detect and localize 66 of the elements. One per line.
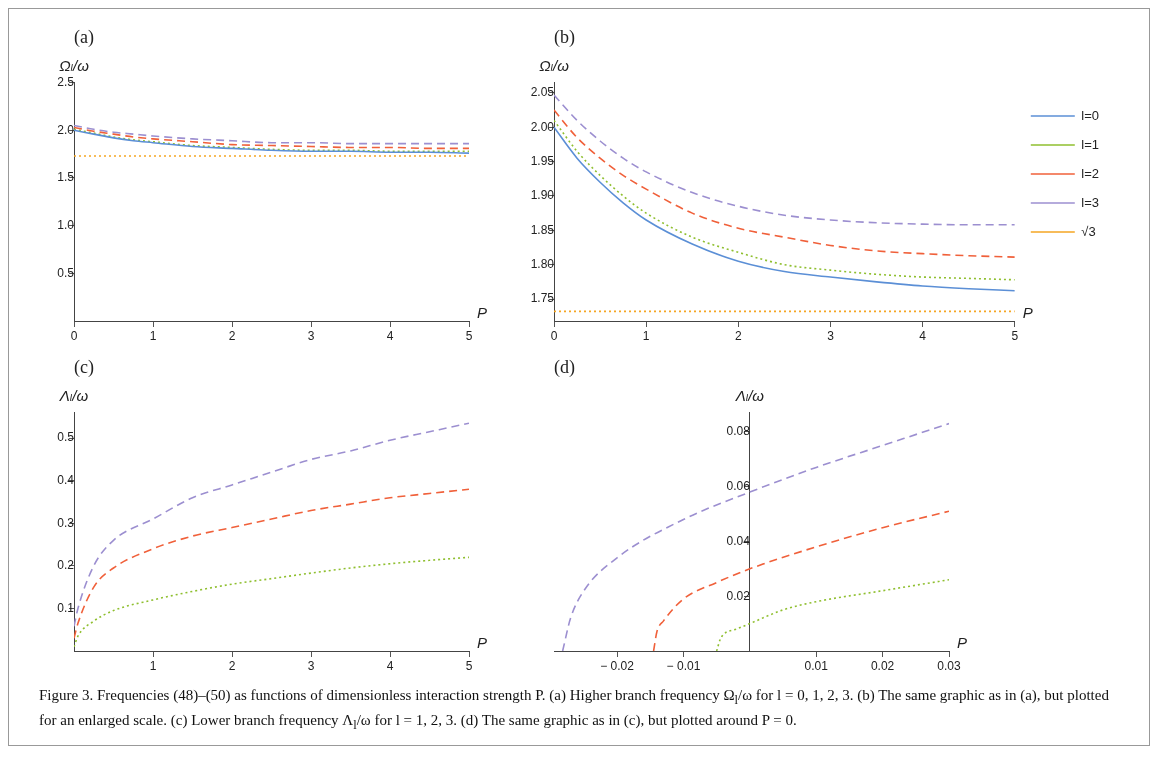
x-axis-title: P — [477, 303, 488, 321]
legend-label: l=2 — [1081, 165, 1100, 181]
y-tick-label: 0.5 — [57, 265, 75, 280]
legend-label: l=1 — [1081, 136, 1100, 152]
y-tick-label: 1.90 — [530, 188, 555, 203]
y-tick-label: 1.0 — [57, 217, 75, 232]
y-tick-label: 1.5 — [57, 170, 75, 185]
x-tick-label: 3 — [827, 328, 835, 343]
line-series — [74, 488, 469, 640]
x-tick-label: 1 — [149, 658, 157, 673]
x-tick-label: 1 — [642, 328, 650, 343]
line-series — [715, 578, 949, 651]
line-series — [74, 422, 469, 628]
x-tick-label: 0 — [70, 328, 78, 343]
line-series — [554, 94, 1015, 226]
x-tick-label: 4 — [386, 658, 394, 673]
y-tick-label: 0.2 — [57, 558, 75, 573]
legend-label: l=0 — [1081, 107, 1100, 123]
line-series — [561, 422, 949, 651]
x-tick-label: 2 — [228, 658, 236, 673]
y-axis-title: Ωₗ/ω — [539, 57, 570, 75]
x-tick-label: 0.01 — [804, 658, 829, 673]
chart-title: (c) — [74, 356, 94, 378]
y-tick-label: 1.95 — [530, 153, 555, 168]
x-tick-label: 0 — [550, 328, 558, 343]
y-tick-label: 1.85 — [530, 222, 555, 237]
x-tick-label: 2 — [734, 328, 742, 343]
y-tick-label: 1.80 — [530, 256, 555, 271]
x-axis-title: P — [957, 633, 968, 651]
y-tick-label: 0.5 — [57, 430, 75, 445]
y-axis-title: Λₗ/ω — [58, 387, 89, 405]
x-tick-label: 1 — [149, 328, 157, 343]
text: Figure 3. Frequencies (48)–(50) as functions of dimensionless interaction strength P. (a) Higher branch frequency Ω$_{l}$/ω for l = 0, 1, 2, 3. (b) The same graphic as in (a), but plotted for an enlarged scale. (c) Lower branch frequency Λ$_{l}$/ω for l = 1, 2, 3. (d) The same graphic as in (c), but plotted around P = 0. — [39, 687, 1109, 732]
legend-label: √3 — [1081, 223, 1096, 239]
x-tick-label: 5 — [465, 658, 473, 673]
chart-title: (a) — [74, 26, 94, 48]
y-axis-title: Λₗ/ω — [734, 387, 765, 405]
line-series — [652, 510, 949, 651]
x-tick-label: 4 — [386, 328, 394, 343]
x-axis-title: P — [477, 633, 488, 651]
y-tick-label: 2.00 — [530, 119, 555, 134]
y-tick-label: 2.05 — [530, 85, 555, 100]
y-tick-label: 0.4 — [57, 473, 75, 488]
x-tick-label: 3 — [307, 328, 315, 343]
chart-title: (d) — [554, 356, 575, 378]
y-axis-title: Ωₗ/ω — [59, 57, 90, 75]
x-tick-label: 0.03 — [937, 658, 961, 673]
x-tick-label: 5 — [1011, 328, 1019, 343]
y-tick-label: 2.5 — [57, 74, 75, 89]
y-tick-label: 0.1 — [57, 600, 75, 615]
y-tick-label: 2.0 — [57, 122, 75, 137]
x-tick-label: 2 — [228, 328, 236, 343]
legend-label: l=3 — [1081, 194, 1100, 210]
x-tick-label: − 0.01 — [666, 658, 701, 673]
x-axis-title: P — [1022, 303, 1033, 321]
line-series — [74, 124, 469, 145]
line-series — [554, 109, 1015, 258]
x-tick-label: 5 — [465, 328, 473, 343]
x-tick-label: 3 — [307, 658, 315, 673]
y-tick-label: 1.75 — [530, 291, 555, 306]
y-tick-label: 0.3 — [57, 515, 75, 530]
x-tick-label: 4 — [919, 328, 927, 343]
line-series — [74, 556, 469, 648]
x-tick-label: − 0.02 — [600, 658, 635, 673]
chart-title: (b) — [554, 26, 575, 48]
x-tick-label: 0.02 — [870, 658, 895, 673]
